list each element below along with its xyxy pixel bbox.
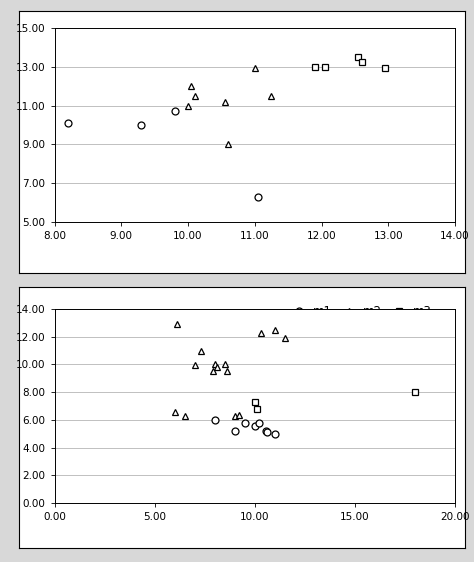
Legend: m1, m2, m3: m1, m2, m3	[283, 300, 437, 323]
Legend: M1, M2, M3: M1, M2, M3	[287, 25, 437, 47]
Text: Lower Dentition: Lower Dentition	[55, 318, 164, 332]
Text: Upper Dentition: Upper Dentition	[55, 43, 165, 57]
